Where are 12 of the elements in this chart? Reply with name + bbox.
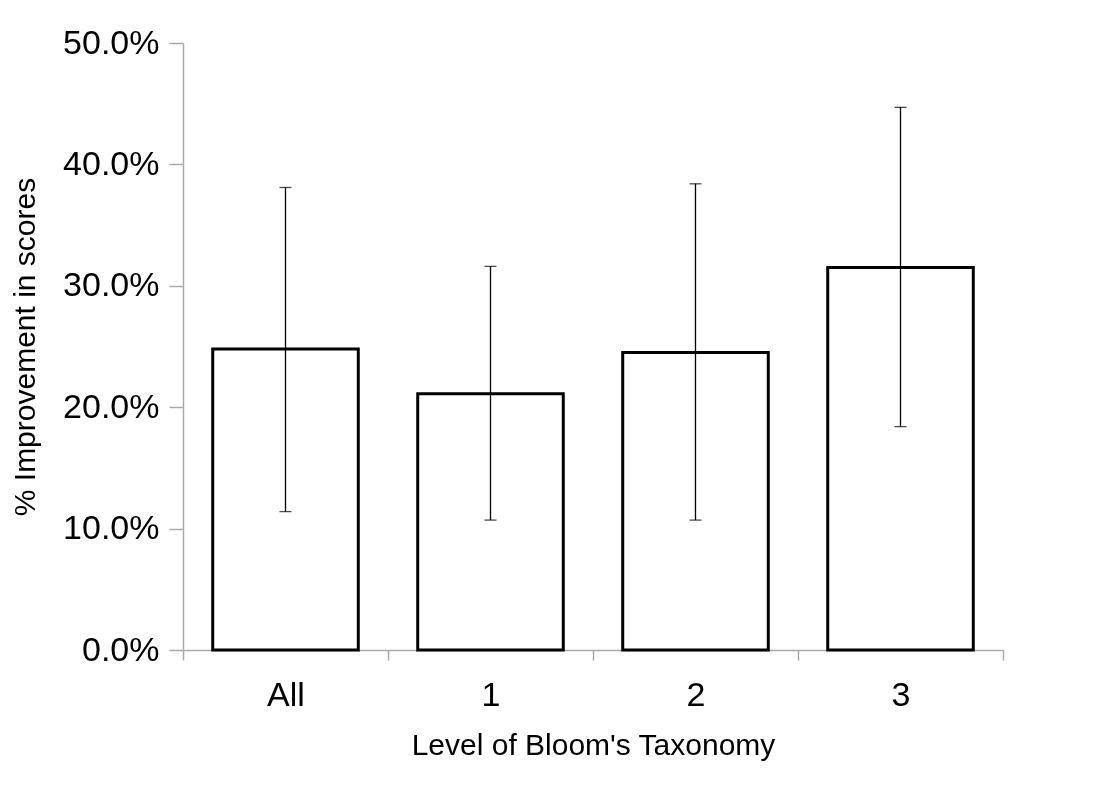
x-tick-label: 3 — [891, 674, 911, 713]
y-tick-label: 30.0% — [63, 265, 160, 304]
x-tick-label: 1 — [481, 674, 501, 713]
y-tick-label: 10.0% — [63, 508, 160, 547]
y-tick-label: 50.0% — [63, 22, 160, 61]
y-tick-label: 0.0% — [82, 629, 160, 668]
x-axis-title: Level of Bloom's Taxonomy — [411, 727, 776, 761]
y-axis-title: % Improvement in scores — [8, 177, 42, 517]
x-tick-label: All — [267, 674, 305, 713]
y-tick-label: 20.0% — [63, 386, 160, 425]
x-tick-label: 2 — [686, 674, 706, 713]
y-tick-label: 40.0% — [63, 143, 160, 182]
